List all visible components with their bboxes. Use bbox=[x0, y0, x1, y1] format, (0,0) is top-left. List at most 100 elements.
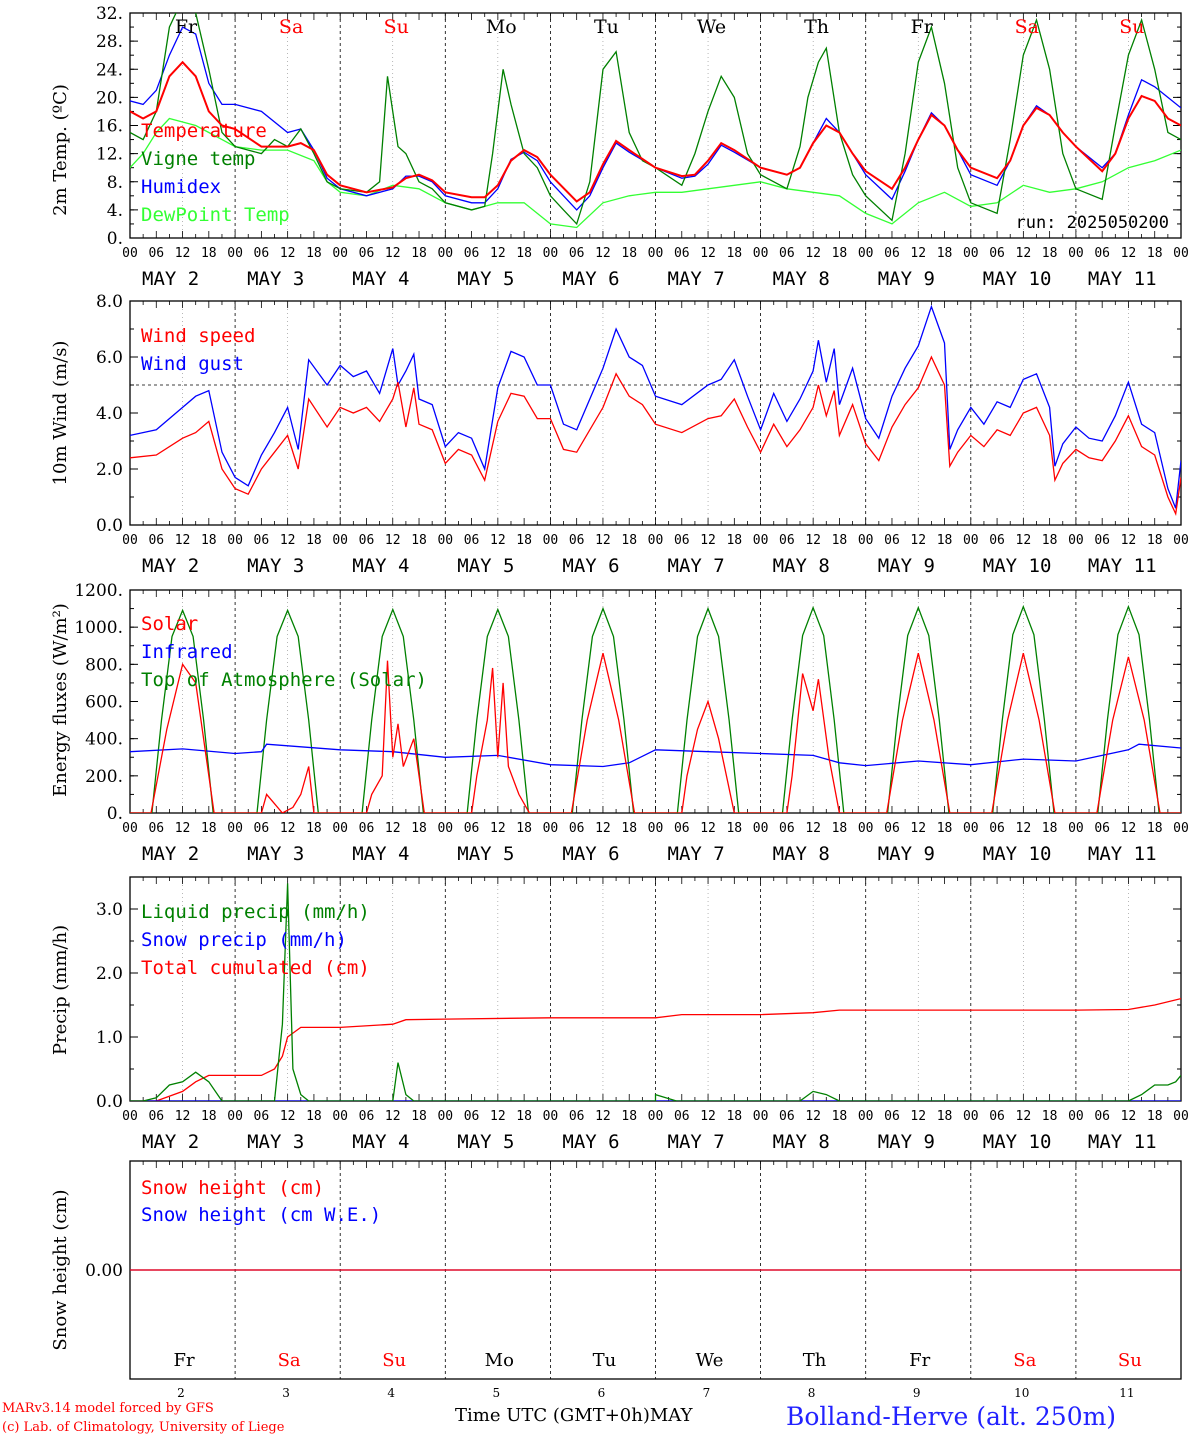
hour-tick-label: 12 bbox=[175, 821, 191, 836]
date-label: MAY 7 bbox=[668, 1131, 725, 1153]
hour-tick-label: 06 bbox=[569, 821, 585, 836]
date-label: MAY 8 bbox=[773, 555, 830, 577]
hour-tick-label: 06 bbox=[1094, 821, 1110, 836]
station-label: Bolland-Herve (alt. 250m) bbox=[786, 1402, 1117, 1431]
legend-entry: Wind gust bbox=[141, 353, 244, 375]
date-label: MAY 8 bbox=[773, 268, 830, 290]
y-tick-label: 8. bbox=[107, 173, 123, 193]
date-label: MAY 3 bbox=[247, 268, 304, 290]
day-number-label: 4 bbox=[387, 1386, 395, 1400]
weekday-label: We bbox=[697, 16, 726, 38]
hour-tick-label: 00 bbox=[1068, 821, 1084, 836]
y-tick-label: 12. bbox=[96, 145, 123, 165]
hour-tick-label: 06 bbox=[359, 533, 375, 548]
legend-entry: Humidex bbox=[141, 176, 221, 198]
hour-tick-label: 00 bbox=[858, 821, 874, 836]
hour-tick-label: 06 bbox=[148, 821, 164, 836]
hour-tick-label: 18 bbox=[621, 1109, 637, 1124]
hour-tick-label: 00 bbox=[963, 821, 979, 836]
hour-tick-label: 06 bbox=[148, 1109, 164, 1124]
hour-tick-label: 18 bbox=[621, 246, 637, 261]
hour-tick-label: 00 bbox=[227, 821, 243, 836]
hour-tick-label: 06 bbox=[148, 533, 164, 548]
hour-tick-label: 06 bbox=[254, 246, 270, 261]
hour-tick-label: 18 bbox=[832, 246, 848, 261]
hour-tick-label: 00 bbox=[122, 821, 138, 836]
hour-tick-label: 00 bbox=[648, 821, 664, 836]
series-line-vigne-temp bbox=[130, 13, 1181, 226]
hour-tick-label: 06 bbox=[464, 246, 480, 261]
weekday-label: Sa bbox=[1015, 16, 1039, 38]
hour-tick-label: 12 bbox=[805, 1109, 821, 1124]
weekday-label-bottom: Fr bbox=[909, 1350, 930, 1371]
legend-entry: Wind speed bbox=[141, 325, 255, 347]
hour-tick-label: 18 bbox=[516, 533, 532, 548]
hour-tick-label: 12 bbox=[805, 821, 821, 836]
hour-tick-label: 06 bbox=[989, 246, 1005, 261]
hour-tick-label: 18 bbox=[1042, 533, 1058, 548]
hour-tick-label: 12 bbox=[700, 1109, 716, 1124]
hour-tick-label: 12 bbox=[1121, 246, 1137, 261]
legend-entry: Snow precip (mm/h) bbox=[141, 929, 347, 951]
date-label: MAY 9 bbox=[878, 268, 935, 290]
hour-tick-label: 06 bbox=[464, 1109, 480, 1124]
hour-tick-label: 06 bbox=[779, 533, 795, 548]
hour-tick-label: 12 bbox=[1016, 1109, 1032, 1124]
date-label: MAY 6 bbox=[562, 843, 619, 865]
hour-tick-label: 06 bbox=[1094, 1109, 1110, 1124]
hour-tick-label: 18 bbox=[411, 821, 427, 836]
y-tick-label: 2.0 bbox=[96, 460, 123, 480]
hour-tick-label: 18 bbox=[937, 246, 953, 261]
hour-tick-label: 00 bbox=[543, 821, 559, 836]
date-label: MAY 5 bbox=[457, 555, 514, 577]
y-tick-label: 1200. bbox=[74, 581, 123, 601]
hour-tick-label: 12 bbox=[1121, 533, 1137, 548]
y-tick-label: 16. bbox=[96, 117, 123, 137]
weekday-label-bottom: We bbox=[696, 1350, 724, 1371]
hour-tick-label: 00 bbox=[753, 1109, 769, 1124]
legend-entry: Vigne temp bbox=[141, 148, 255, 170]
y-tick-label: 0.00 bbox=[85, 1261, 123, 1281]
y-tick-label: 0.0 bbox=[96, 516, 123, 536]
date-label: MAY 7 bbox=[668, 843, 725, 865]
hour-tick-label: 18 bbox=[1147, 1109, 1163, 1124]
hour-tick-label: 12 bbox=[1016, 821, 1032, 836]
y-axis-label: Snow height (cm) bbox=[50, 1189, 71, 1350]
hour-tick-label: 00 bbox=[543, 533, 559, 548]
hour-tick-label: 18 bbox=[621, 821, 637, 836]
hour-tick-label: 00 bbox=[1068, 533, 1084, 548]
date-label: MAY 8 bbox=[773, 843, 830, 865]
hour-tick-label: 06 bbox=[569, 533, 585, 548]
y-tick-label: 20. bbox=[96, 88, 123, 108]
hour-tick-label: 12 bbox=[490, 821, 506, 836]
hour-tick-label: 00 bbox=[858, 533, 874, 548]
date-label: MAY 10 bbox=[983, 843, 1052, 865]
hour-tick-label: 18 bbox=[1042, 1109, 1058, 1124]
date-label: MAY 2 bbox=[142, 555, 199, 577]
hour-tick-label: 06 bbox=[884, 246, 900, 261]
date-label: MAY 2 bbox=[142, 843, 199, 865]
y-tick-label: 200. bbox=[85, 767, 123, 787]
y-tick-label: 8.0 bbox=[96, 292, 123, 312]
weekday-label: Su bbox=[384, 16, 409, 38]
series-line-dewpoint-temp bbox=[130, 117, 1181, 229]
hour-tick-label: 00 bbox=[1173, 1109, 1189, 1124]
hour-tick-label: 06 bbox=[464, 533, 480, 548]
hour-tick-label: 00 bbox=[437, 821, 453, 836]
date-label: MAY 7 bbox=[668, 268, 725, 290]
hour-tick-label: 00 bbox=[1068, 246, 1084, 261]
date-label: MAY 4 bbox=[352, 268, 409, 290]
hour-tick-label: 12 bbox=[700, 821, 716, 836]
hour-tick-label: 12 bbox=[1121, 821, 1137, 836]
date-label: MAY 11 bbox=[1088, 1131, 1157, 1153]
y-tick-label: 32. bbox=[96, 4, 123, 24]
hour-tick-label: 06 bbox=[989, 1109, 1005, 1124]
hour-tick-label: 00 bbox=[543, 1109, 559, 1124]
weekday-label-bottom: Su bbox=[382, 1350, 406, 1371]
series-line-wind-speed bbox=[130, 355, 1181, 517]
weekday-label: Tu bbox=[594, 16, 619, 38]
hour-tick-label: 12 bbox=[490, 533, 506, 548]
y-tick-label: 1000. bbox=[74, 618, 123, 638]
hour-tick-label: 06 bbox=[254, 821, 270, 836]
hour-tick-label: 12 bbox=[490, 1109, 506, 1124]
